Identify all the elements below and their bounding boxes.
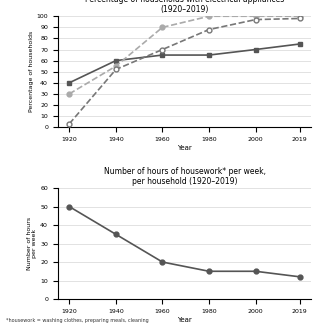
Title: Percentage of households with electrical appliances
(1920–2019): Percentage of households with electrical… (85, 0, 284, 14)
X-axis label: Year: Year (177, 145, 192, 150)
Text: *housework = washing clothes, preparing meals, cleaning: *housework = washing clothes, preparing … (6, 318, 149, 323)
Y-axis label: Number of hours
per week: Number of hours per week (27, 217, 38, 270)
Title: Number of hours of housework* per week,
per household (1920–2019): Number of hours of housework* per week, … (104, 166, 265, 186)
Y-axis label: Percentage of households: Percentage of households (29, 31, 34, 112)
Legend: Washing machine, Refrigerator, Vacuum cleaner: Washing machine, Refrigerator, Vacuum cl… (94, 195, 275, 204)
X-axis label: Year: Year (177, 317, 192, 322)
